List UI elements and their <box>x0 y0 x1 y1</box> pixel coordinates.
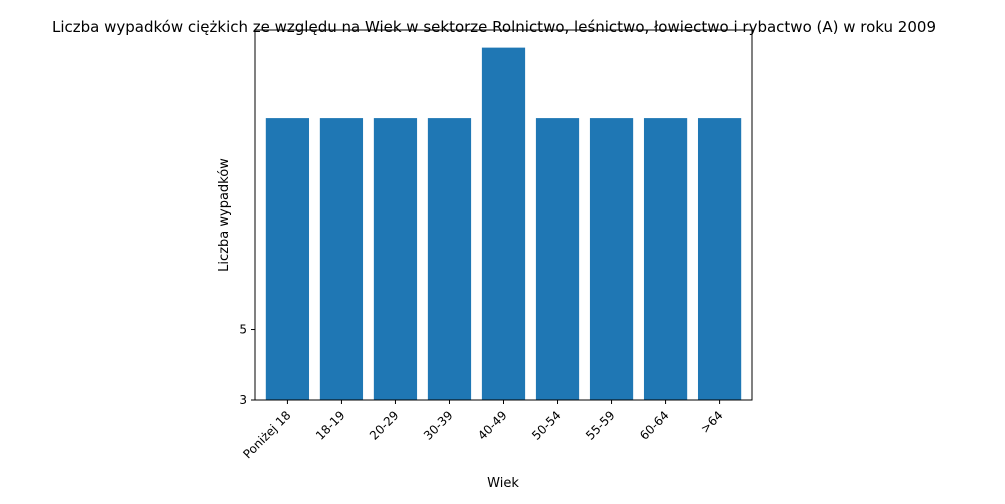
x-tick-label: 40-49 <box>475 408 510 443</box>
y-axis-label: Liczba wypadków <box>217 158 232 272</box>
bar <box>319 118 364 400</box>
x-ticks-group: Poniżej 18 18-19 20-29 30-39 40-49 50-54 55-59… <box>240 400 726 461</box>
y-ticks-group: 35 <box>239 323 255 407</box>
x-tick-label: Poniżej 18 <box>240 408 293 461</box>
bar <box>697 118 742 400</box>
y-tick-label: 3 <box>239 393 247 407</box>
y-tick-label: 5 <box>239 323 247 337</box>
bar <box>265 118 310 400</box>
x-tick-label: 20-29 <box>367 408 402 443</box>
x-tick-label: >64 <box>698 408 726 436</box>
plot-frame <box>254 29 753 401</box>
x-tick-label: 60-64 <box>637 408 672 443</box>
bar <box>373 118 418 400</box>
bar <box>535 118 580 400</box>
bar <box>643 118 688 400</box>
bars-group <box>265 47 742 401</box>
x-tick-label: 18-19 <box>313 408 348 443</box>
x-tick-label: 30-39 <box>421 408 456 443</box>
bar <box>589 118 634 400</box>
chart-title: Liczba wypadków ciężkich ze względu na W… <box>52 18 936 36</box>
bar <box>427 118 472 400</box>
x-tick-label: 55-59 <box>583 408 618 443</box>
bar <box>481 47 526 401</box>
x-axis-label: Wiek <box>487 476 519 491</box>
x-tick-label: 50-54 <box>529 408 564 443</box>
